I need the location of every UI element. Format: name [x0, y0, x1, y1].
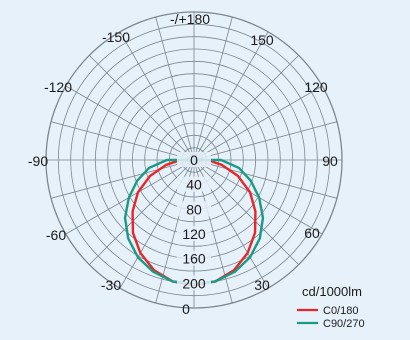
grid-spoke	[193, 31, 269, 161]
legend-label-c0-180: C0/180	[323, 305, 358, 317]
radial-tick-label: 200	[182, 275, 206, 291]
radial-tick-label: 160	[182, 251, 206, 267]
grid-spoke	[89, 159, 195, 265]
radial-tick-label: 0	[190, 152, 198, 168]
grid-spoke	[193, 159, 338, 199]
angle-label: 150	[250, 32, 274, 48]
radial-tick-label: 120	[182, 226, 206, 242]
radial-tick-label: 80	[186, 201, 202, 217]
angle-label: 30	[254, 277, 270, 293]
angle-label: 0	[182, 301, 190, 317]
radial-label-bg	[177, 250, 211, 266]
axis-labels: -/+180 150 120 90 60 30 0 -30 -60 -90 -120 -150 0 40 8…	[28, 11, 338, 317]
grid-spoke	[193, 121, 338, 161]
angle-label: -30	[101, 277, 121, 293]
radial-label-bg	[177, 275, 211, 291]
angle-label: -/+180	[170, 11, 210, 27]
grid-spoke	[50, 121, 195, 161]
angle-label: -120	[44, 79, 72, 95]
grid-spoke	[193, 55, 299, 161]
unit-label: cd/1000lm	[302, 284, 362, 299]
angle-label: -150	[102, 29, 130, 45]
angle-label: -90	[28, 153, 48, 169]
grid-spoke	[119, 31, 195, 161]
radial-label-bg	[177, 226, 211, 241]
angle-label: 60	[304, 225, 320, 241]
legend-label-c90-270: C90/270	[323, 318, 365, 330]
grid-spoke	[193, 159, 299, 265]
radial-label-bg	[177, 152, 211, 167]
grid-spoke	[50, 159, 195, 199]
grid-spoke	[65, 85, 195, 161]
angle-label: 120	[304, 79, 328, 95]
angle-label: 90	[322, 153, 338, 169]
grid-spoke	[89, 55, 195, 161]
radial-tick-label: 40	[186, 177, 202, 193]
grid-spoke	[155, 16, 195, 161]
grid-spoke	[193, 16, 233, 161]
radial-label-bg	[177, 201, 211, 217]
legend: cd/1000lm C0/180 C90/270	[297, 284, 365, 330]
radial-label-bg	[177, 176, 211, 192]
grid-spoke	[193, 85, 323, 161]
angle-label: -60	[46, 227, 66, 243]
